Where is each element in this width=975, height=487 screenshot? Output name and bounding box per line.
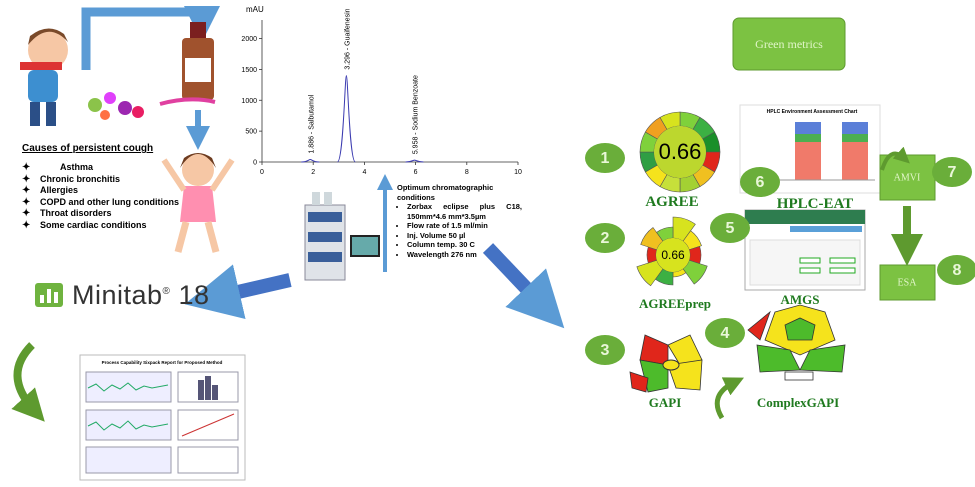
cause: Throat disorders — [22, 208, 179, 220]
hplc-eat-chart: HPLC Environment Assessment Chart — [739, 104, 881, 194]
number-badge — [937, 255, 975, 285]
sixpack-report: Process Capability Sixpack Report for Pr… — [79, 354, 246, 481]
report-title: Process Capability Sixpack Report for Pr… — [102, 360, 223, 365]
cause: Allergies — [22, 185, 179, 197]
x-tick-label: 4 — [362, 169, 366, 176]
tool-name: AMVI — [894, 172, 921, 183]
peak — [301, 159, 320, 163]
happy-girl — [161, 153, 235, 253]
chromatogram: mAU 0 500 1000 1500 2000 0 2 4 6 8 10 1.886 - Salbu… — [241, 5, 522, 176]
peak-label: 3.296 - Guaifenesin — [344, 8, 351, 69]
hplc-eat-title: HPLC Environment Assessment Chart — [767, 109, 858, 115]
arrow — [11, 342, 45, 422]
cause: Asthma — [22, 162, 179, 174]
arrow — [81, 6, 220, 70]
condition: Wavelength 276 nm — [407, 250, 522, 260]
y-tick-label: 2000 — [241, 36, 257, 43]
minitab-logo — [35, 283, 63, 307]
number-badge — [740, 167, 780, 197]
number-badge — [585, 143, 625, 173]
x-tick-label: 2 — [311, 169, 315, 176]
x-tick-label: 0 — [260, 169, 264, 176]
condition: Column temp. 30 C — [407, 240, 522, 250]
software-name: Minitab® 18 — [72, 280, 210, 310]
peak — [405, 159, 424, 163]
number-badge — [932, 157, 972, 187]
tool-number: 1 — [601, 150, 610, 167]
number-badge — [705, 318, 745, 348]
complexgapi-pictogram — [747, 304, 846, 381]
tool-name: HPLC-EAT — [777, 196, 853, 212]
conditions-list: Zorbax eclipse plus C18, 150mm*4.6 mm*3.… — [397, 202, 522, 259]
tool-number: 2 — [601, 230, 610, 247]
agree-center — [654, 126, 706, 178]
tool-name: AGREE — [645, 194, 698, 210]
condition: Inj. Volume 50 µl — [407, 231, 522, 241]
condition: Zorbax eclipse plus C18, 150mm*4.6 mm*3.… — [407, 202, 522, 221]
y-tick-label: 500 — [245, 129, 257, 136]
tool-number: 3 — [601, 342, 610, 359]
condition: Flow rate of 1.5 ml/min — [407, 221, 522, 231]
y-unit: mAU — [246, 5, 264, 14]
conditions-title: Optimum chromatographic conditions — [397, 183, 494, 202]
tool-number: 4 — [721, 325, 730, 342]
arrow — [880, 146, 910, 171]
number-badge — [585, 335, 625, 365]
tool-number: 5 — [726, 220, 735, 237]
causes-list: AsthmaChronic bronchitisAllergiesCOPD an… — [22, 162, 179, 231]
cause: Chronic bronchitis — [22, 174, 179, 186]
tool-name: AMGS — [781, 292, 820, 307]
cause: COPD and other lung conditions — [22, 197, 179, 209]
amgs-screenshot — [744, 209, 866, 291]
arrow — [714, 377, 745, 420]
syrup-bottle — [159, 22, 216, 106]
green-metrics-title: Green metrics — [755, 37, 823, 51]
agreeprep-score: 0.66 — [661, 248, 685, 262]
peak-label: 5.958 - Sodium Benzoate — [413, 75, 420, 154]
y-tick-label: 0 — [253, 160, 257, 167]
y-tick-label: 1000 — [241, 98, 257, 105]
tool-name: AGREEprep — [639, 296, 711, 311]
x-tick-label: 10 — [514, 169, 522, 176]
conditions: Optimum chromatographic conditions Zorba… — [397, 183, 522, 259]
tool-number: 7 — [948, 164, 957, 181]
arrow — [184, 264, 292, 319]
gapi-pictogram — [629, 334, 703, 393]
coughing-boy — [20, 28, 144, 126]
agreeprep-center — [656, 238, 690, 272]
cause: Some cardiac conditions — [22, 220, 179, 232]
tool-number: 8 — [953, 262, 962, 279]
x-tick-label: 8 — [465, 169, 469, 176]
tool-name: ESA — [898, 277, 918, 288]
number-badge — [710, 213, 750, 243]
hplc-instrument — [304, 174, 393, 281]
tool-name: ComplexGAPI — [757, 395, 839, 410]
peak — [336, 75, 356, 163]
esa-box — [879, 264, 936, 301]
arrow — [482, 243, 565, 329]
software-version: 18 — [178, 280, 210, 310]
agree-score: 0.66 — [659, 139, 702, 164]
software-name: Minitab — [72, 280, 163, 310]
x-tick-label: 6 — [414, 169, 418, 176]
number-badge — [585, 223, 625, 253]
tool-name: GAPI — [649, 395, 682, 410]
y-tick-label: 1500 — [241, 67, 257, 74]
green-metrics-box — [732, 17, 846, 71]
causes-title: Causes of persistent cough — [22, 143, 154, 154]
tool-number: 6 — [756, 174, 765, 191]
peak-label: 1.886 - Salbutamol — [308, 94, 315, 153]
